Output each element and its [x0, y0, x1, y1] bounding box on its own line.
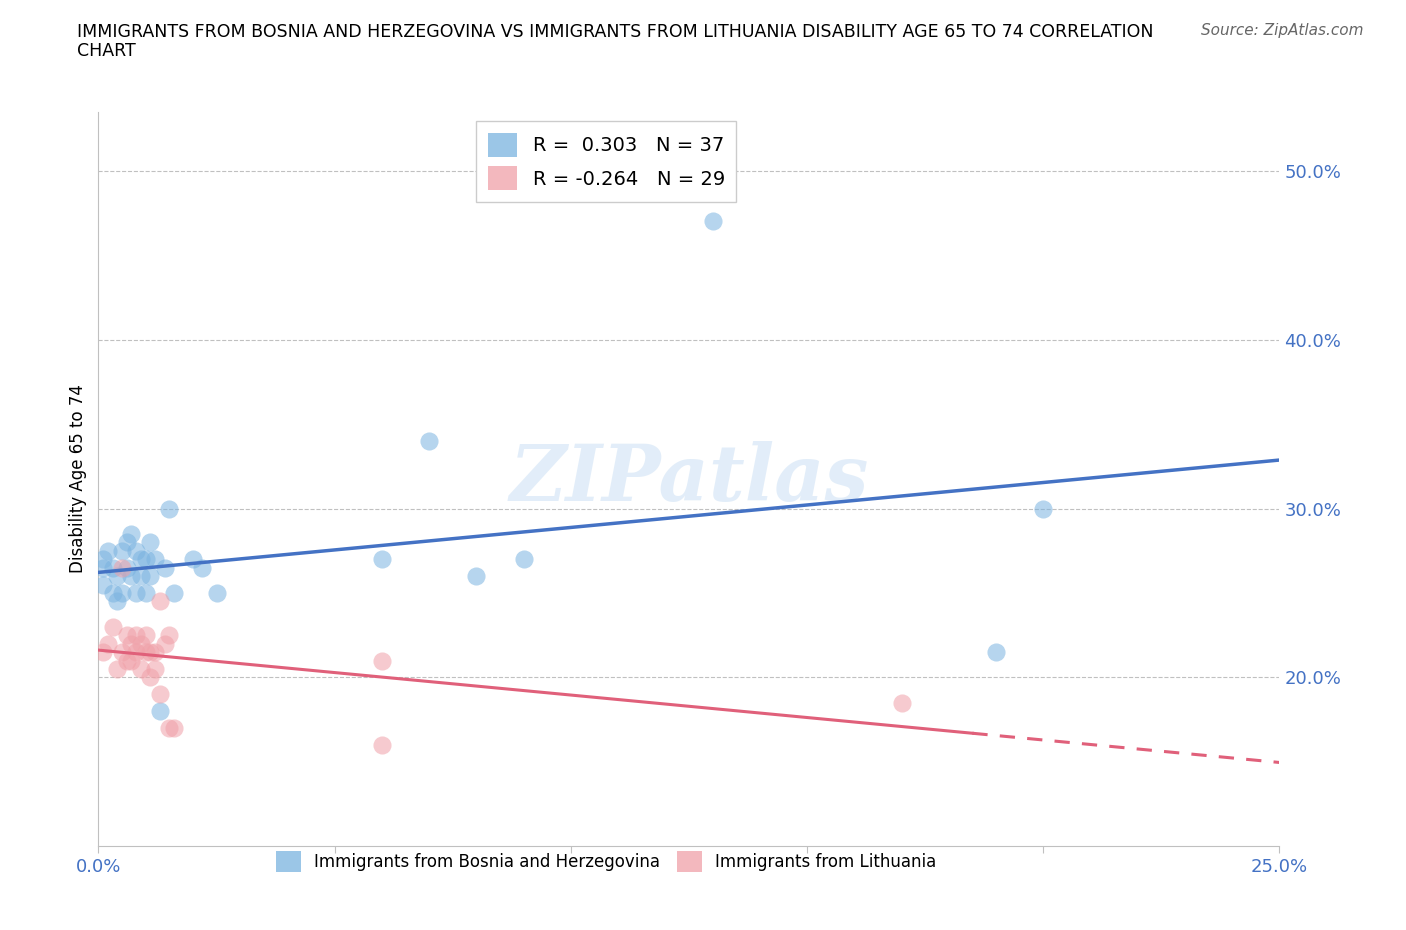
- Point: [157, 721, 180, 736]
- Point: [191, 560, 214, 575]
- Point: [149, 594, 172, 609]
- Point: [702, 214, 724, 229]
- Point: [139, 535, 162, 550]
- Point: [129, 551, 152, 566]
- Point: [97, 636, 120, 651]
- Point: [111, 586, 134, 601]
- Point: [135, 628, 157, 643]
- Point: [115, 560, 138, 575]
- Point: [371, 551, 394, 566]
- Point: [91, 551, 114, 566]
- Text: CHART: CHART: [77, 42, 136, 60]
- Point: [135, 644, 157, 659]
- Point: [153, 560, 176, 575]
- Point: [111, 560, 134, 575]
- Y-axis label: Disability Age 65 to 74: Disability Age 65 to 74: [69, 384, 87, 574]
- Point: [157, 501, 180, 516]
- Point: [129, 661, 152, 676]
- Point: [115, 653, 138, 668]
- Point: [418, 433, 440, 448]
- Point: [890, 696, 912, 711]
- Legend: Immigrants from Bosnia and Herzegovina, Immigrants from Lithuania: Immigrants from Bosnia and Herzegovina, …: [270, 844, 943, 878]
- Point: [121, 526, 143, 541]
- Point: [143, 551, 166, 566]
- Point: [1032, 501, 1054, 516]
- Point: [101, 619, 124, 634]
- Point: [149, 687, 172, 702]
- Point: [121, 636, 143, 651]
- Point: [115, 535, 138, 550]
- Point: [371, 653, 394, 668]
- Point: [115, 628, 138, 643]
- Point: [129, 636, 152, 651]
- Text: ZIPatlas: ZIPatlas: [509, 441, 869, 517]
- Point: [135, 586, 157, 601]
- Point: [371, 737, 394, 752]
- Point: [465, 568, 488, 583]
- Point: [205, 586, 228, 601]
- Point: [101, 586, 124, 601]
- Point: [512, 551, 534, 566]
- Point: [125, 644, 148, 659]
- Point: [139, 644, 162, 659]
- Point: [139, 670, 162, 684]
- Point: [181, 551, 204, 566]
- Point: [163, 721, 186, 736]
- Point: [149, 704, 172, 719]
- Point: [143, 644, 166, 659]
- Point: [111, 543, 134, 558]
- Point: [153, 636, 176, 651]
- Point: [91, 578, 114, 592]
- Point: [105, 594, 128, 609]
- Text: Source: ZipAtlas.com: Source: ZipAtlas.com: [1201, 23, 1364, 38]
- Point: [91, 560, 114, 575]
- Point: [121, 653, 143, 668]
- Point: [125, 628, 148, 643]
- Point: [984, 644, 1007, 659]
- Point: [111, 644, 134, 659]
- Point: [97, 543, 120, 558]
- Point: [105, 568, 128, 583]
- Point: [157, 628, 180, 643]
- Point: [125, 543, 148, 558]
- Point: [101, 560, 124, 575]
- Point: [163, 586, 186, 601]
- Point: [139, 568, 162, 583]
- Point: [129, 568, 152, 583]
- Point: [135, 551, 157, 566]
- Point: [121, 568, 143, 583]
- Point: [105, 661, 128, 676]
- Point: [91, 644, 114, 659]
- Text: IMMIGRANTS FROM BOSNIA AND HERZEGOVINA VS IMMIGRANTS FROM LITHUANIA DISABILITY A: IMMIGRANTS FROM BOSNIA AND HERZEGOVINA V…: [77, 23, 1154, 41]
- Point: [143, 661, 166, 676]
- Point: [125, 586, 148, 601]
